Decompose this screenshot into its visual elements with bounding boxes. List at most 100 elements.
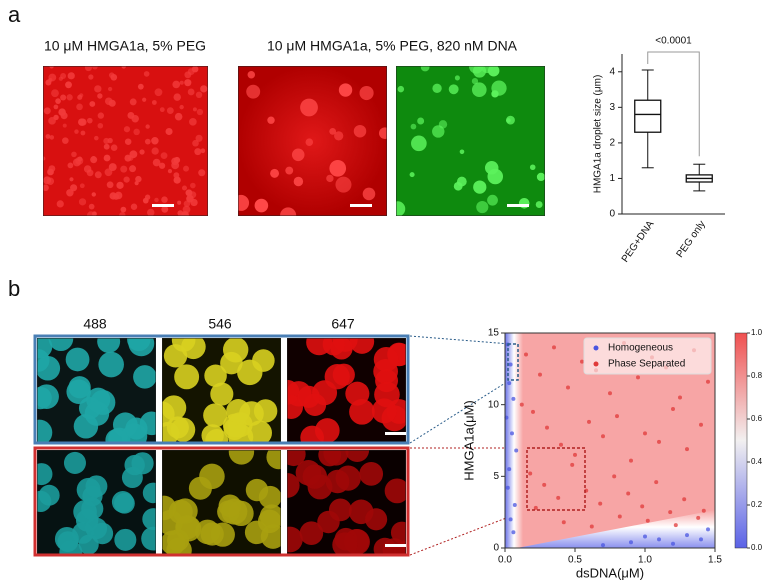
y-tick-label: 2 [609, 138, 615, 149]
image [37, 450, 156, 554]
droplet [159, 107, 165, 113]
droplet [253, 399, 278, 423]
point [645, 518, 650, 523]
point [654, 480, 659, 485]
droplet [38, 484, 60, 506]
droplet [353, 124, 367, 138]
droplet [143, 71, 150, 77]
point [615, 414, 619, 419]
droplet [529, 164, 536, 171]
droplet [299, 521, 324, 545]
droplet [161, 196, 168, 203]
point [685, 533, 689, 538]
droplet [506, 115, 515, 125]
droplet [535, 201, 543, 208]
channel-label: 647 [331, 316, 355, 332]
point [685, 447, 689, 452]
point [512, 503, 517, 507]
panel-label: a [8, 2, 21, 27]
image [37, 338, 156, 442]
droplet [323, 450, 349, 466]
droplet [259, 504, 281, 529]
y-tick-label: 4 [609, 66, 615, 77]
scale-bar [385, 544, 407, 547]
droplet [287, 526, 303, 553]
droplet [453, 181, 463, 191]
droplet [145, 124, 150, 129]
droplet [74, 129, 79, 134]
droplet [94, 171, 102, 179]
droplet [160, 152, 168, 160]
droplet [45, 134, 51, 139]
point [601, 543, 605, 548]
droplet [297, 385, 320, 408]
droplet [471, 78, 479, 85]
probability-field [517, 510, 715, 548]
droplet [51, 89, 59, 98]
droplet [89, 101, 96, 107]
droplet [285, 166, 294, 175]
droplet [332, 532, 358, 554]
y-tick-label: 10 [488, 399, 500, 410]
droplet [228, 424, 254, 442]
droplet [487, 66, 500, 77]
droplet [111, 491, 134, 513]
droplet [128, 338, 155, 357]
point [626, 491, 631, 496]
droplet [142, 197, 149, 204]
y-tick-label: 0 [493, 543, 499, 554]
droplet [66, 379, 91, 404]
channel-label: 546 [208, 316, 232, 332]
droplet [378, 127, 387, 139]
droplet [49, 66, 54, 69]
point [533, 505, 538, 510]
droplet [114, 528, 137, 551]
droplet [192, 139, 199, 147]
droplet [454, 75, 460, 81]
point [657, 537, 661, 542]
point [570, 462, 575, 467]
droplet [226, 399, 251, 424]
droplet [142, 97, 147, 102]
droplet [432, 83, 442, 94]
point [612, 474, 617, 479]
point [668, 510, 673, 515]
point [671, 541, 675, 546]
droplet [97, 112, 105, 119]
droplet [107, 86, 113, 92]
droplet [487, 194, 498, 206]
droplet [267, 116, 275, 124]
point [696, 515, 701, 520]
scale-bar [152, 204, 174, 207]
droplet [390, 521, 406, 544]
droplet [97, 93, 103, 99]
droplet [108, 72, 115, 78]
point [531, 409, 535, 414]
image [162, 338, 281, 442]
droplet [78, 396, 102, 420]
droplet [121, 66, 126, 69]
droplet [177, 210, 184, 216]
point [514, 448, 519, 453]
droplet [129, 165, 137, 173]
droplet [91, 192, 96, 197]
droplet [78, 198, 87, 206]
point [524, 352, 528, 357]
point [636, 375, 640, 380]
droplet [325, 469, 350, 494]
droplet [57, 531, 79, 553]
droplet [384, 478, 406, 504]
point [552, 345, 556, 350]
droplet [78, 118, 86, 126]
droplet [137, 83, 144, 90]
droplet [173, 156, 181, 164]
micrographs [37, 66, 545, 554]
droplet [189, 118, 197, 126]
droplet [328, 498, 352, 522]
colorbar-tick-label: 0.6 [751, 414, 763, 423]
point [640, 504, 645, 509]
point [507, 467, 512, 472]
droplet [71, 151, 77, 158]
colorbar-tick-label: 0.2 [751, 500, 763, 509]
droplet [47, 168, 54, 176]
